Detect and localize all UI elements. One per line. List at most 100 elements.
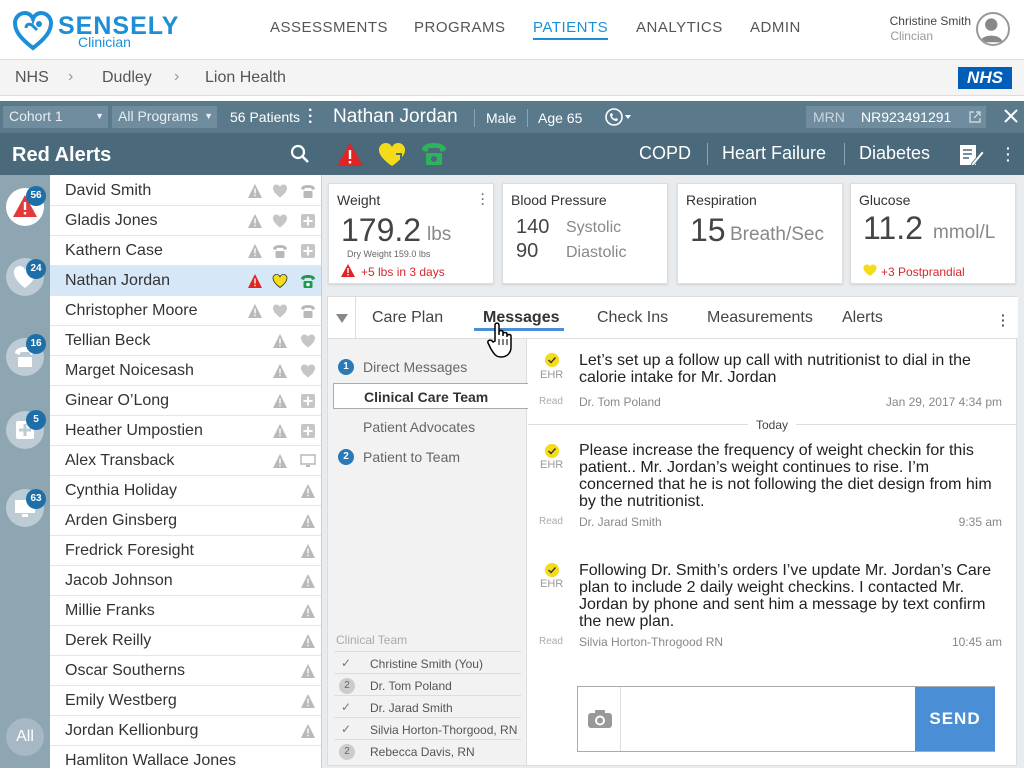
channel-patient-advocates[interactable]: Patient Advocates bbox=[363, 419, 476, 435]
medical-plus-icon bbox=[300, 423, 316, 439]
nav-assessments[interactable]: ASSESSMENTS bbox=[270, 19, 389, 36]
patient-name: Cynthia Holiday bbox=[65, 482, 178, 499]
patient-row[interactable]: Fredrick Foresight bbox=[50, 536, 321, 566]
patient-row[interactable]: Kathern Case bbox=[50, 236, 321, 266]
message-time: 9:35 am bbox=[958, 515, 1002, 529]
patient-row[interactable]: Tellian Beck bbox=[50, 326, 321, 356]
chevron-right-icon: › bbox=[174, 68, 180, 85]
patient-row[interactable]: Hamliton Wallace Jones bbox=[50, 746, 321, 768]
warning-icon bbox=[300, 483, 316, 499]
divider bbox=[474, 109, 475, 127]
patient-row[interactable]: Christopher Moore bbox=[50, 296, 321, 326]
message-input[interactable] bbox=[622, 689, 912, 749]
medical-plus-icon bbox=[300, 213, 316, 229]
caret-down-icon bbox=[336, 314, 348, 323]
check-circle-icon bbox=[545, 563, 559, 577]
patient-row[interactable]: Cynthia Holiday bbox=[50, 476, 321, 506]
condition-heart-failure[interactable]: Heart Failure bbox=[722, 143, 827, 163]
team-member[interactable]: Dr. Tom Poland bbox=[370, 679, 452, 693]
kebab-menu-icon[interactable]: · · · bbox=[481, 187, 485, 211]
tab-messages[interactable]: Messages bbox=[483, 309, 560, 326]
warning-icon bbox=[300, 543, 316, 559]
program-select-value: All Programs bbox=[118, 108, 199, 124]
medical-plus-icon bbox=[300, 393, 316, 409]
call-menu-icon[interactable] bbox=[604, 107, 634, 127]
alert-filter-plus[interactable] bbox=[6, 411, 44, 449]
glucose-card[interactable]: Glucose 11.2 mmol/L +3 Postprandial bbox=[850, 183, 1016, 284]
ehr-label: EHR bbox=[540, 578, 564, 590]
crumb-lion-health[interactable]: Lion Health bbox=[205, 69, 286, 86]
clinical-team-title: Clinical Team bbox=[336, 633, 408, 647]
kebab-menu-icon[interactable]: · · · bbox=[1001, 307, 1006, 333]
patient-row[interactable]: Heather Umpostien bbox=[50, 416, 321, 446]
kebab-menu-icon[interactable]: · · · bbox=[308, 102, 314, 131]
nav-patients[interactable]: PATIENTS bbox=[533, 19, 609, 40]
edit-notes-icon[interactable] bbox=[958, 143, 984, 167]
attach-photo-button[interactable] bbox=[578, 687, 621, 751]
glucose-alert: +3 Postprandial bbox=[881, 265, 965, 279]
warning-icon bbox=[300, 633, 316, 649]
nav-programs[interactable]: PROGRAMS bbox=[414, 19, 506, 36]
channel-direct-messages[interactable]: Direct Messages bbox=[363, 359, 468, 375]
patient-row[interactable]: Nathan Jordan bbox=[50, 266, 321, 296]
message-author: Silvia Horton-Throgood RN bbox=[579, 635, 724, 649]
weight-card[interactable]: Weight · · · 179.2 lbs Dry Weight 159.0 lb… bbox=[328, 183, 494, 284]
collapse-toggle[interactable] bbox=[328, 297, 356, 339]
avatar[interactable] bbox=[976, 12, 1010, 46]
patient-row[interactable]: David Smith bbox=[50, 176, 321, 206]
warning-icon bbox=[300, 693, 316, 709]
weight-unit: lbs bbox=[427, 224, 452, 245]
channel-clinical-care-team[interactable]: Clinical Care Team bbox=[333, 383, 528, 409]
check-circle-icon bbox=[545, 353, 559, 367]
tab-measurements[interactable]: Measurements bbox=[707, 309, 813, 326]
crumb-nhs[interactable]: NHS bbox=[15, 69, 49, 86]
team-member[interactable]: Dr. Jarad Smith bbox=[370, 701, 453, 715]
tab-care-plan[interactable]: Care Plan bbox=[372, 309, 444, 326]
respiration-card[interactable]: Respiration 15 Breath/Sec bbox=[677, 183, 843, 284]
sensely-logo[interactable]: SENSELY Clinician bbox=[12, 10, 178, 52]
patient-row[interactable]: Ginear O’Long bbox=[50, 386, 321, 416]
send-button[interactable]: SEND bbox=[915, 687, 995, 751]
nav-analytics[interactable]: ANALYTICS bbox=[636, 19, 723, 36]
user-name[interactable]: Christine Smith bbox=[889, 14, 971, 28]
patient-row[interactable]: Gladis Jones bbox=[50, 206, 321, 236]
external-link-icon[interactable] bbox=[968, 110, 982, 124]
condition-diabetes[interactable]: Diabetes bbox=[859, 143, 931, 163]
patient-row[interactable]: Emily Westberg bbox=[50, 686, 321, 716]
cohort-select[interactable]: Cohort 1 ▼ bbox=[3, 106, 108, 128]
tab-alerts[interactable]: Alerts bbox=[842, 309, 883, 326]
yellow-heart-icon bbox=[272, 273, 288, 289]
team-member[interactable]: Christine Smith (You) bbox=[370, 657, 483, 671]
close-icon[interactable] bbox=[1002, 107, 1020, 125]
tab-check-ins[interactable]: Check Ins bbox=[597, 309, 669, 326]
channel-patient-to-team[interactable]: Patient to Team bbox=[363, 449, 461, 465]
patient-row[interactable]: Derek Reilly bbox=[50, 626, 321, 656]
program-select[interactable]: All Programs ▼ bbox=[112, 106, 217, 128]
patient-row[interactable]: Oscar Southerns bbox=[50, 656, 321, 686]
blood-pressure-card[interactable]: Blood Pressure 140 Systolic 90 Diastolic bbox=[502, 183, 668, 284]
search-icon[interactable] bbox=[290, 144, 310, 164]
patient-row[interactable]: Arden Ginsberg bbox=[50, 506, 321, 536]
nav-admin[interactable]: ADMIN bbox=[750, 19, 801, 36]
patient-name: Kathern Case bbox=[65, 242, 163, 259]
resp-unit: Breath/Sec bbox=[730, 224, 824, 245]
patient-row[interactable]: Jacob Johnson bbox=[50, 566, 321, 596]
hand-cursor-icon bbox=[487, 322, 512, 358]
breadcrumb: NHS › Dudley › Lion Health bbox=[0, 60, 1024, 96]
crumb-dudley[interactable]: Dudley bbox=[102, 69, 152, 86]
patient-row[interactable]: Millie Franks bbox=[50, 596, 321, 626]
warning-icon bbox=[300, 663, 316, 679]
patient-row[interactable]: Alex Transback bbox=[50, 446, 321, 476]
condition-copd[interactable]: COPD bbox=[639, 143, 692, 163]
warning-icon bbox=[300, 603, 316, 619]
kebab-menu-icon[interactable]: · · · bbox=[1006, 140, 1011, 168]
team-member[interactable]: Rebecca Davis, RN bbox=[370, 745, 475, 759]
patient-gender: Male bbox=[486, 110, 517, 126]
patient-name: Alex Transback bbox=[65, 452, 175, 469]
patient-row[interactable]: Jordan Kellionburg bbox=[50, 716, 321, 746]
team-member[interactable]: Silvia Horton-Thorgood, RN bbox=[370, 723, 518, 737]
patient-row[interactable]: Marget Noicesash bbox=[50, 356, 321, 386]
mrn-box[interactable]: MRN NR923491291 bbox=[806, 106, 986, 128]
alert-filter-all[interactable]: All bbox=[6, 718, 44, 756]
ehr-label: EHR bbox=[540, 459, 564, 471]
